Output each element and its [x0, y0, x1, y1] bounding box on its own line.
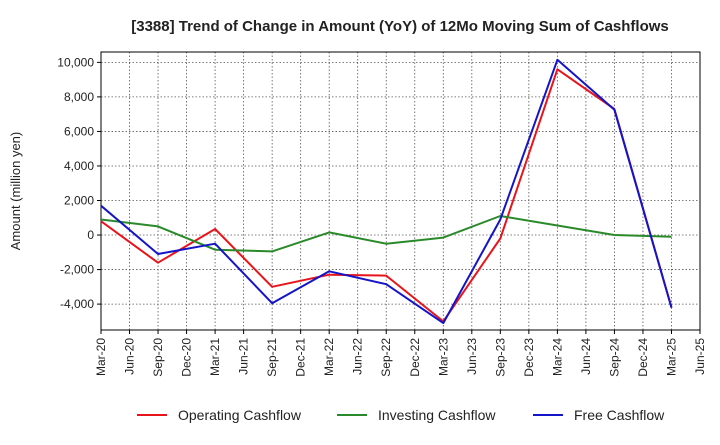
- legend-label-free-cashflow: Free Cashflow: [574, 407, 665, 423]
- x-tick-label: Jun-25: [693, 338, 707, 375]
- axes: Mar-20 Jun-20 Sep-20 Dec-20 Mar-21 Jun-21 Sep-…: [57, 51, 707, 377]
- y-tick-label: 0: [87, 228, 94, 242]
- x-tick-label: Dec-22: [408, 338, 422, 377]
- x-tick-label: Sep-21: [265, 338, 279, 377]
- y-axis-label: Amount (million yen): [8, 132, 23, 251]
- x-tick-label: Mar-23: [436, 338, 450, 376]
- x-tick-label: Mar-22: [322, 338, 336, 376]
- x-tick-label: Dec-24: [636, 338, 650, 377]
- x-tick-label: Mar-25: [664, 338, 678, 376]
- x-tick-label: Sep-24: [607, 338, 621, 377]
- x-tick-label: Sep-23: [493, 338, 507, 377]
- chart-title: [3388] Trend of Change in Amount (YoY) o…: [131, 18, 669, 35]
- series-line-investing-cashflow: [100, 215, 672, 253]
- y-tick-label: 4,000: [64, 159, 94, 173]
- plot-frame: [100, 51, 701, 331]
- x-tick-label: Jun-24: [579, 338, 593, 375]
- x-tick-label: Jun-20: [123, 338, 137, 375]
- x-tick-label: Dec-20: [180, 338, 194, 377]
- grid-lines: [101, 52, 700, 330]
- y-tick-label: 6,000: [64, 124, 94, 138]
- y-tick-label: 2,000: [64, 193, 94, 207]
- series-line-free-cashflow: [100, 58, 673, 325]
- y-tick-label: -2,000: [60, 263, 94, 277]
- x-tick-label: Sep-20: [151, 338, 165, 377]
- x-tick-label: Sep-22: [379, 338, 393, 377]
- x-tick-label: Mar-21: [208, 338, 222, 376]
- legend: Operating Cashflow Investing Cashflow Free…: [137, 407, 665, 423]
- y-tick-label: 8,000: [64, 90, 94, 104]
- y-tick-label: -4,000: [60, 297, 94, 311]
- x-tick-label: Mar-20: [94, 338, 108, 376]
- legend-label-operating-cashflow: Operating Cashflow: [178, 407, 302, 423]
- y-tick-label: 10,000: [57, 55, 94, 69]
- x-tick-label: Jun-23: [465, 338, 479, 375]
- x-tick-label: Mar-24: [550, 338, 564, 376]
- series-line-operating-cashflow: [100, 68, 673, 323]
- legend-label-investing-cashflow: Investing Cashflow: [378, 407, 496, 423]
- x-tick-label: Dec-23: [522, 338, 536, 377]
- x-tick-label: Dec-21: [294, 338, 308, 377]
- x-tick-label: Jun-21: [237, 338, 251, 375]
- x-tick-label: Jun-22: [351, 338, 365, 375]
- data-series: [100, 58, 673, 325]
